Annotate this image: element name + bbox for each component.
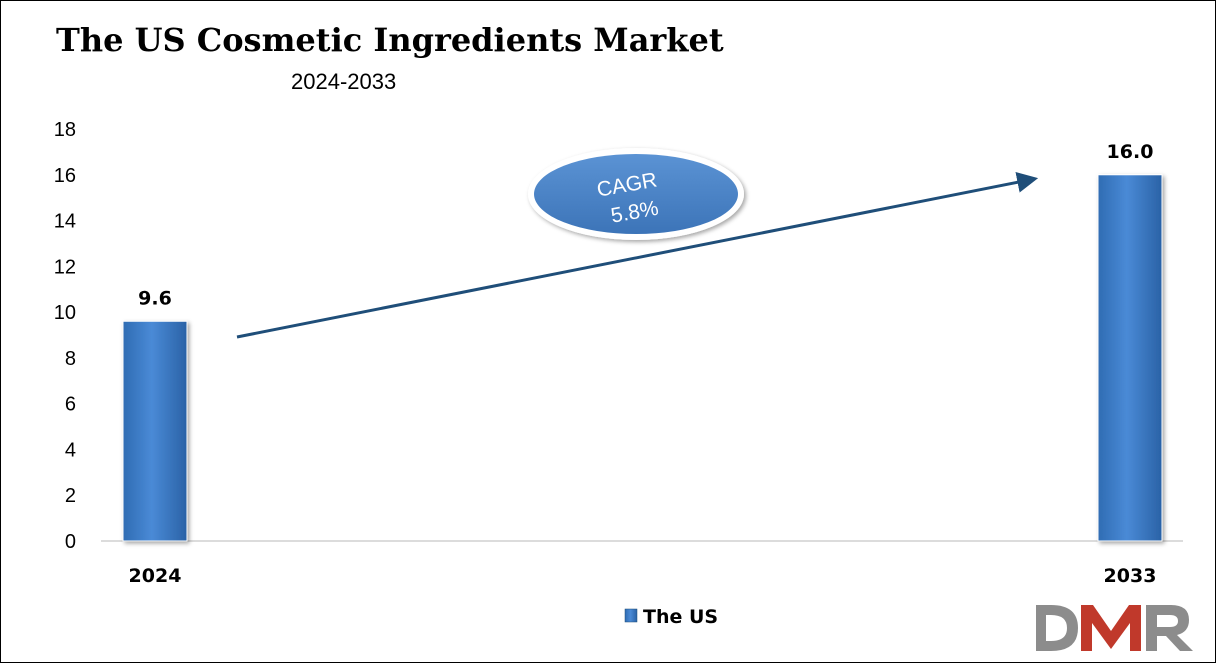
y-tick-label: 14: [54, 211, 76, 233]
cagr-ellipse: [534, 154, 738, 234]
legend-label: The US: [643, 606, 718, 628]
bar-2033: [1097, 174, 1163, 542]
y-tick-label: 6: [65, 394, 76, 416]
x-tick-label-2024: 2024: [129, 565, 182, 587]
y-tick-label: 2: [65, 485, 76, 507]
x-tick-label-2033: 2033: [1104, 565, 1157, 587]
legend-swatch: [624, 608, 638, 623]
logo-letter-d: [1036, 605, 1078, 651]
y-tick-label: 10: [54, 302, 76, 324]
chart-subtitle: 2024-2033: [291, 69, 396, 94]
data-labels-group: 9.6 16.0: [138, 141, 1153, 309]
y-tick-label: 16: [54, 165, 76, 187]
y-tick-label: 12: [54, 256, 76, 278]
dmr-logo: [1036, 605, 1193, 651]
y-tick-label: 0: [65, 531, 76, 553]
bars-group: [122, 174, 1163, 542]
y-axis-ticks: 0 2 4 6 8 10 12 14 16 18: [54, 119, 76, 553]
chart-title: The US Cosmetic Ingredients Market: [56, 21, 724, 59]
growth-arrow: [236, 171, 1039, 339]
logo-letter-m: [1081, 605, 1141, 651]
y-tick-label: 4: [65, 439, 76, 461]
x-axis-ticks: 2024 2033: [129, 565, 1157, 587]
data-label-2033: 16.0: [1107, 141, 1154, 163]
data-label-2024: 9.6: [138, 287, 172, 309]
bar-2024: [122, 320, 188, 542]
y-tick-label: 18: [54, 119, 76, 141]
legend: The US: [624, 606, 718, 628]
logo-letter-r: [1146, 605, 1193, 651]
y-tick-label: 8: [65, 348, 76, 370]
cagr-annotation: CAGR 5.8%: [528, 148, 744, 240]
